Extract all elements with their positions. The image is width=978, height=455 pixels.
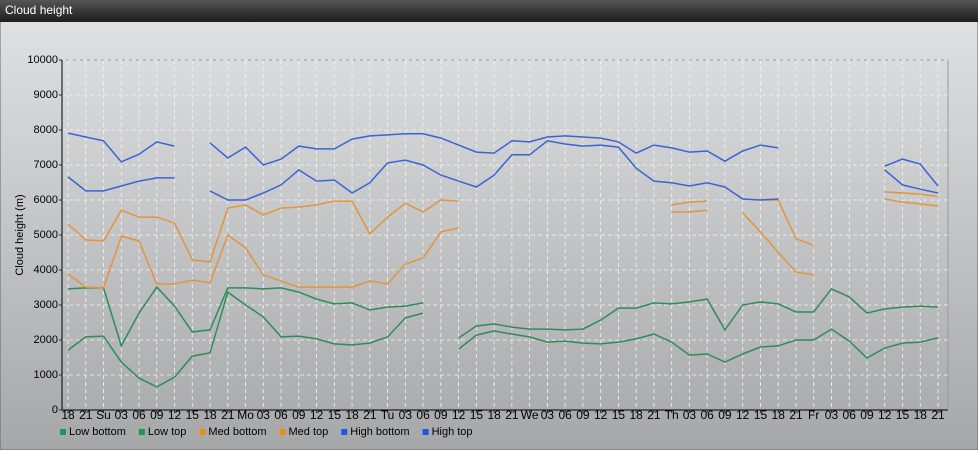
x-tick-label: Mo [237,408,254,422]
x-tick-label: 12 [736,408,750,422]
x-tick-label: Th [665,408,679,422]
x-tick-label: 09 [860,408,874,422]
series-line [67,191,939,263]
x-tick-label: 09 [718,408,732,422]
y-tick-label: 8000 [34,124,58,136]
x-tick-label: 03 [257,408,271,422]
x-tick-label: 09 [576,408,590,422]
x-tick-label: 03 [541,408,555,422]
legend-label: High bottom [350,426,409,438]
x-tick-label: Su [96,408,111,422]
x-tick-label: 12 [878,408,892,422]
x-tick-label: 18 [487,408,501,422]
y-tick-label: 2000 [34,334,58,346]
y-tick-label: 5000 [34,229,58,241]
x-tick-label: Tu [381,408,395,422]
y-tick-label: 7000 [34,159,58,171]
x-tick-label: 15 [896,408,910,422]
x-tick-label: 21 [363,408,377,422]
series-line [67,132,939,187]
series-line [67,140,939,201]
x-tick-label: 21 [789,408,803,422]
x-tick-label: 03 [683,408,697,422]
x-tick-label: 06 [701,408,715,422]
x-tick-label: 12 [168,408,182,422]
x-tick-label: 21 [79,408,93,422]
legend-label: Low bottom [69,426,126,438]
x-tick-label: 15 [470,408,484,422]
series-line [67,198,939,289]
x-tick-label: 06 [416,408,430,422]
x-tick-label: 03 [399,408,413,422]
legend-label: Med top [289,426,329,438]
legend-swatch [422,429,429,435]
legend-swatch [138,429,145,435]
x-tick-label: 18 [61,408,75,422]
legend-label: Med bottom [208,426,266,438]
x-tick-label: 06 [132,408,146,422]
x-tick-label: 03 [115,408,129,422]
x-tick-label: 12 [452,408,466,422]
y-tick-label: 3000 [34,299,58,311]
legend-swatch [279,429,286,435]
x-tick-label: 18 [629,408,643,422]
y-tick-label: 10000 [27,54,58,66]
x-tick-label: 09 [150,408,164,422]
x-tick-label: 15 [754,408,768,422]
y-tick-label: 0 [52,404,58,416]
y-tick-label: 1000 [34,369,58,381]
legend-label: High top [432,426,473,438]
legend-swatch [60,429,66,435]
x-tick-label: 21 [505,408,519,422]
x-tick-label: 15 [612,408,626,422]
x-tick-label: 15 [186,408,200,422]
series-line [67,285,939,348]
series-line [67,290,939,388]
y-axis-title: Cloud height (m) [14,194,26,275]
x-tick-label: 21 [647,408,661,422]
x-tick-label: 12 [310,408,324,422]
x-tick-label: 21 [221,408,235,422]
x-tick-label: 03 [825,408,839,422]
chart-title: Cloud height [5,3,73,17]
legend-swatch [199,429,206,435]
y-tick-label: 6000 [34,194,58,206]
y-tick-label: 9000 [34,89,58,101]
x-tick-label: 18 [914,408,928,422]
x-tick-label: Fr [808,408,819,422]
x-tick-label: 15 [328,408,342,422]
x-tick-label: 09 [434,408,448,422]
legend-label: Low top [148,426,187,438]
x-tick-label: 06 [843,408,857,422]
y-tick-label: 4000 [34,264,58,276]
x-tick-label: 12 [594,408,608,422]
legend-swatch [341,429,348,435]
x-tick-label: We [521,408,539,422]
x-tick-label: 18 [203,408,217,422]
x-tick-label: 18 [345,408,359,422]
x-tick-label: 18 [772,408,786,422]
x-tick-label: 06 [558,408,572,422]
x-tick-label: 09 [292,408,306,422]
title-bar [0,0,978,22]
x-tick-label: 06 [274,408,288,422]
x-tick-label: 21 [931,408,945,422]
